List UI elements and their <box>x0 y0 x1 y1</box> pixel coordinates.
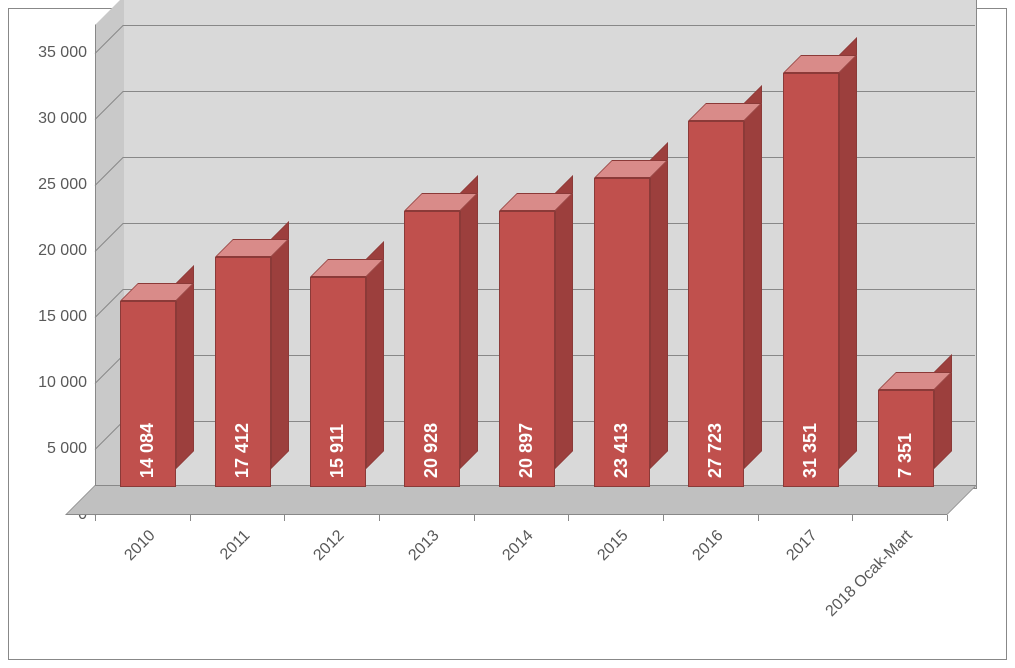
y-tick-label: 10 000 <box>7 374 87 392</box>
bar-side <box>744 85 762 469</box>
x-tick <box>663 515 664 521</box>
x-tick <box>947 515 948 521</box>
bar-data-label: 20 897 <box>516 423 537 478</box>
y-tick-label: 5 000 <box>7 440 87 458</box>
bar: 17 412 <box>215 257 271 487</box>
bar-data-label: 23 413 <box>611 423 632 478</box>
bar-data-label: 7 351 <box>895 433 916 478</box>
x-tick <box>568 515 569 521</box>
x-tick <box>190 515 191 521</box>
plot-area: 14 084 17 412 15 911 20 928 20 897 23 413 27 7… <box>95 25 975 515</box>
bar-front: 23 413 <box>594 178 650 487</box>
bar-front: 15 911 <box>310 277 366 487</box>
bar: 20 897 <box>499 211 555 487</box>
bar-front: 20 928 <box>404 211 460 487</box>
bar-front: 20 897 <box>499 211 555 487</box>
bar: 7 351 <box>878 390 934 487</box>
bar: 14 084 <box>120 301 176 487</box>
bar: 15 911 <box>310 277 366 487</box>
bar-data-label: 14 084 <box>137 423 158 478</box>
bar-front: 31 351 <box>783 73 839 487</box>
x-tick <box>474 515 475 521</box>
y-tick-label: 30 000 <box>7 110 87 128</box>
bar-side <box>650 142 668 469</box>
bar-data-label: 31 351 <box>800 423 821 478</box>
x-tick <box>379 515 380 521</box>
bar: 31 351 <box>783 73 839 487</box>
bar: 20 928 <box>404 211 460 487</box>
x-tick <box>95 515 96 521</box>
bar-data-label: 15 911 <box>327 424 348 478</box>
bar-data-label: 17 412 <box>232 423 253 478</box>
bar-front: 17 412 <box>215 257 271 487</box>
gridline <box>123 25 975 26</box>
y-tick-label: 20 000 <box>7 242 87 260</box>
y-tick-label: 35 000 <box>7 44 87 62</box>
bar: 27 723 <box>688 121 744 487</box>
bar-side <box>366 241 384 469</box>
floor <box>65 485 977 515</box>
x-tick <box>284 515 285 521</box>
chart-container: 05 00010 00015 00020 00025 00030 00035 0… <box>0 0 1015 668</box>
y-tick-label: 25 000 <box>7 176 87 194</box>
x-tick <box>758 515 759 521</box>
bar: 23 413 <box>594 178 650 487</box>
x-tick <box>852 515 853 521</box>
bar-side <box>839 37 857 469</box>
bar-side <box>460 175 478 469</box>
bar-data-label: 20 928 <box>421 423 442 478</box>
bar-front: 7 351 <box>878 390 934 487</box>
bar-front: 14 084 <box>120 301 176 487</box>
bar-front: 27 723 <box>688 121 744 487</box>
bar-side <box>555 175 573 469</box>
y-tick-label: 15 000 <box>7 308 87 326</box>
bar-side <box>271 221 289 469</box>
bar-data-label: 27 723 <box>705 423 726 478</box>
